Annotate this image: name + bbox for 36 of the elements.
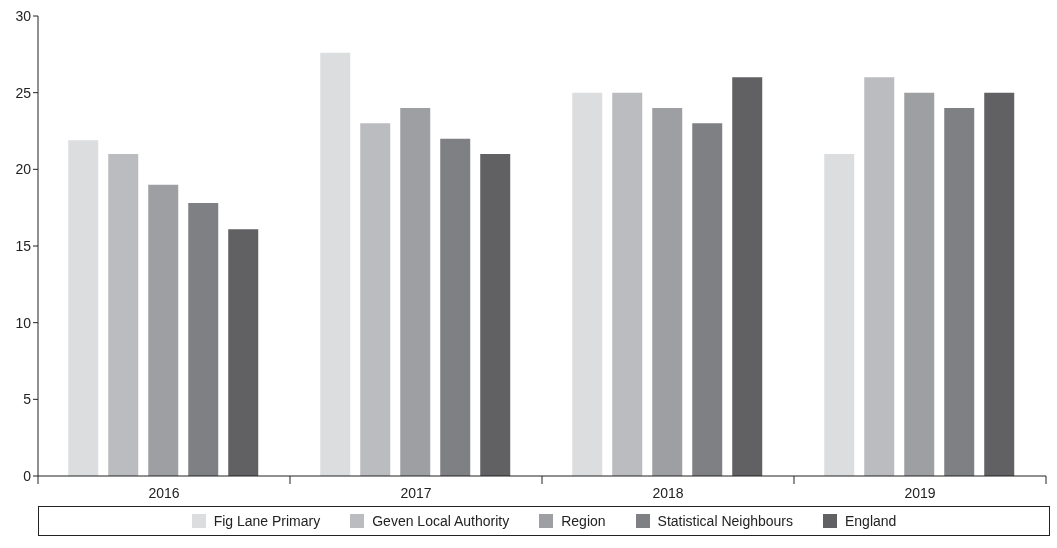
y-tick-label: 25 <box>15 84 32 101</box>
bar <box>480 154 511 476</box>
bar <box>732 77 763 476</box>
x-tick-label: 2016 <box>148 485 180 501</box>
bar <box>944 108 975 476</box>
bar <box>864 77 895 476</box>
bar <box>320 52 351 476</box>
x-tick-label: 2019 <box>904 485 936 501</box>
bar <box>440 138 471 476</box>
x-tick-label: 2017 <box>400 485 432 501</box>
y-tick-label: 10 <box>15 314 32 331</box>
y-tick-label: 0 <box>23 467 32 484</box>
y-tick-label: 20 <box>15 161 32 178</box>
bar <box>612 92 643 476</box>
bar <box>984 92 1015 476</box>
bar <box>692 123 723 476</box>
x-tick-label: 2018 <box>652 485 684 501</box>
bar <box>572 92 603 476</box>
y-tick-label: 30 <box>15 7 32 24</box>
bar <box>228 229 259 476</box>
y-tick-label: 5 <box>23 391 32 408</box>
bar <box>108 154 139 476</box>
bar <box>68 140 99 476</box>
bar <box>652 108 683 476</box>
legend-label: Region <box>560 513 606 529</box>
legend-label: Fig Lane Primary <box>212 513 321 529</box>
bar <box>904 92 935 476</box>
bar <box>148 184 179 476</box>
legend-label: Geven Local Authority <box>371 513 510 529</box>
legend-label: England <box>844 513 897 529</box>
y-tick-label: 15 <box>15 237 32 254</box>
bar <box>824 154 855 476</box>
bar <box>188 203 219 476</box>
bar <box>400 108 431 476</box>
legend-label: Statistical Neighbours <box>656 513 793 529</box>
bar <box>360 123 391 476</box>
